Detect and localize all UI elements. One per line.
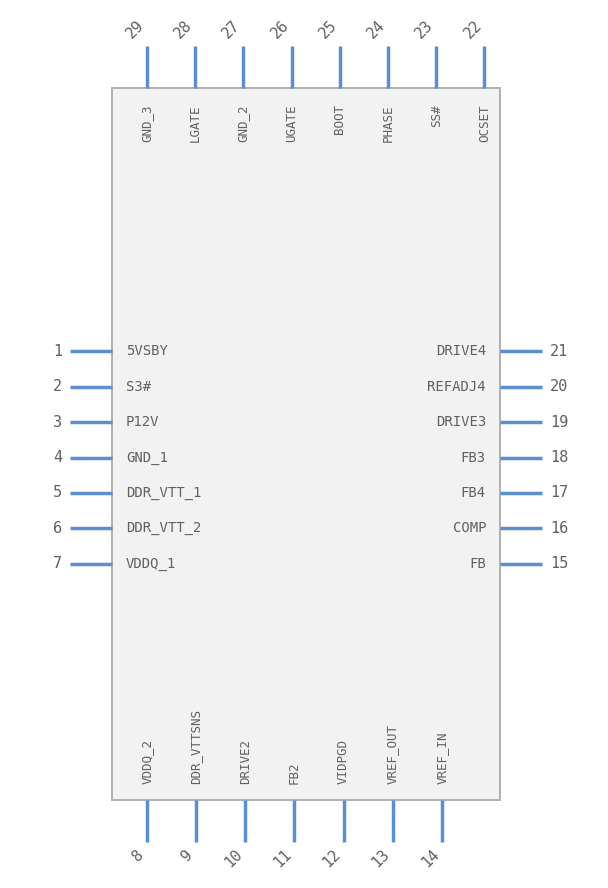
- Text: 19: 19: [550, 415, 568, 430]
- Bar: [112, 88, 500, 800]
- Text: S3#: S3#: [126, 380, 151, 393]
- Text: LGATE: LGATE: [188, 104, 202, 141]
- Text: 4: 4: [53, 450, 62, 465]
- Text: OCSET: OCSET: [478, 104, 491, 141]
- Text: P12V: P12V: [126, 416, 159, 429]
- Text: REFADJ4: REFADJ4: [427, 380, 486, 393]
- Text: VREF_OUT: VREF_OUT: [386, 724, 399, 784]
- Text: 6: 6: [53, 520, 62, 535]
- Text: VDDQ_1: VDDQ_1: [126, 557, 176, 571]
- Text: BOOT: BOOT: [333, 104, 347, 134]
- Text: FB4: FB4: [461, 486, 486, 500]
- Text: DRIVE2: DRIVE2: [239, 739, 252, 784]
- Text: FB3: FB3: [461, 450, 486, 464]
- Text: 5VSBY: 5VSBY: [126, 345, 168, 359]
- Text: 2: 2: [53, 379, 62, 394]
- Text: 13: 13: [369, 847, 393, 870]
- Text: 27: 27: [220, 18, 243, 41]
- Text: PHASE: PHASE: [382, 104, 395, 141]
- Text: 14: 14: [418, 847, 442, 870]
- Text: SS#: SS#: [430, 104, 443, 126]
- Text: VDDQ_2: VDDQ_2: [140, 739, 153, 784]
- Text: 12: 12: [320, 847, 344, 870]
- Text: 21: 21: [550, 344, 568, 359]
- Text: GND_1: GND_1: [126, 450, 168, 464]
- Text: 23: 23: [413, 18, 437, 41]
- Text: VIDPGD: VIDPGD: [337, 739, 350, 784]
- Text: 28: 28: [171, 18, 195, 41]
- Text: DRIVE3: DRIVE3: [436, 416, 486, 429]
- Text: COMP: COMP: [452, 521, 486, 535]
- Text: 16: 16: [550, 520, 568, 535]
- Text: 8: 8: [130, 847, 147, 864]
- Text: GND_2: GND_2: [237, 104, 250, 141]
- Text: UGATE: UGATE: [285, 104, 298, 141]
- Text: GND_3: GND_3: [140, 104, 153, 141]
- Text: 7: 7: [53, 556, 62, 571]
- Text: 5: 5: [53, 486, 62, 501]
- Text: 11: 11: [271, 847, 294, 870]
- Text: 22: 22: [461, 18, 485, 41]
- Text: FB: FB: [469, 557, 486, 571]
- Text: 9: 9: [179, 847, 196, 864]
- Text: DRIVE4: DRIVE4: [436, 345, 486, 359]
- Text: 3: 3: [53, 415, 62, 430]
- Text: 10: 10: [222, 847, 245, 870]
- Text: 24: 24: [365, 18, 388, 41]
- Text: 18: 18: [550, 450, 568, 465]
- Text: DDR_VTT_1: DDR_VTT_1: [126, 486, 201, 500]
- Text: VREF_IN: VREF_IN: [435, 732, 448, 784]
- Text: 17: 17: [550, 486, 568, 501]
- Text: FB2: FB2: [288, 762, 301, 784]
- Text: DDR_VTT_2: DDR_VTT_2: [126, 521, 201, 535]
- Text: DDR_VTTSNS: DDR_VTTSNS: [190, 709, 202, 784]
- Text: 20: 20: [550, 379, 568, 394]
- Text: 29: 29: [123, 18, 147, 41]
- Text: 15: 15: [550, 556, 568, 571]
- Text: 1: 1: [53, 344, 62, 359]
- Text: 25: 25: [316, 18, 340, 41]
- Text: 26: 26: [268, 18, 292, 41]
